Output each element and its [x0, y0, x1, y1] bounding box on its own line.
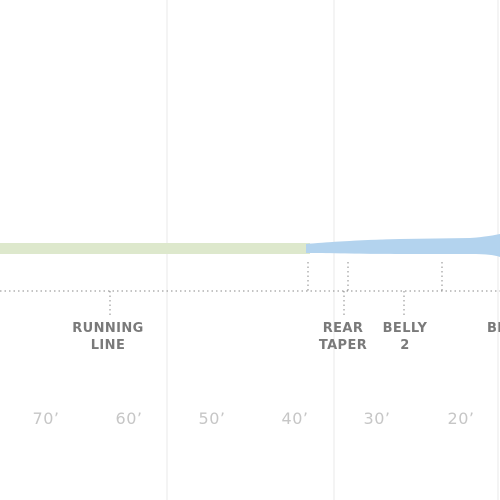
scale-label-70: 70’ [33, 409, 60, 428]
scale-label-60: 60’ [116, 409, 143, 428]
scale-label-30: 30’ [364, 409, 391, 428]
segment-boundary-ticks [307, 262, 443, 291]
label-rear-taper-1: REAR [323, 321, 364, 336]
label-rear-taper-2: TAPER [319, 338, 367, 353]
label-belly-cut: BE [487, 321, 500, 336]
head-taper-body [306, 234, 500, 257]
running-line-body [0, 243, 310, 254]
label-pointers [109, 291, 405, 316]
scale-label-40: 40’ [282, 409, 309, 428]
scale-label-50: 50’ [199, 409, 226, 428]
label-belly-2-1: BELLY [383, 321, 428, 336]
label-running-line-2: LINE [91, 338, 125, 353]
label-belly-2-2: 2 [400, 338, 409, 353]
scale-label-20: 20’ [448, 409, 475, 428]
label-running-line-1: RUNNING [72, 321, 144, 336]
